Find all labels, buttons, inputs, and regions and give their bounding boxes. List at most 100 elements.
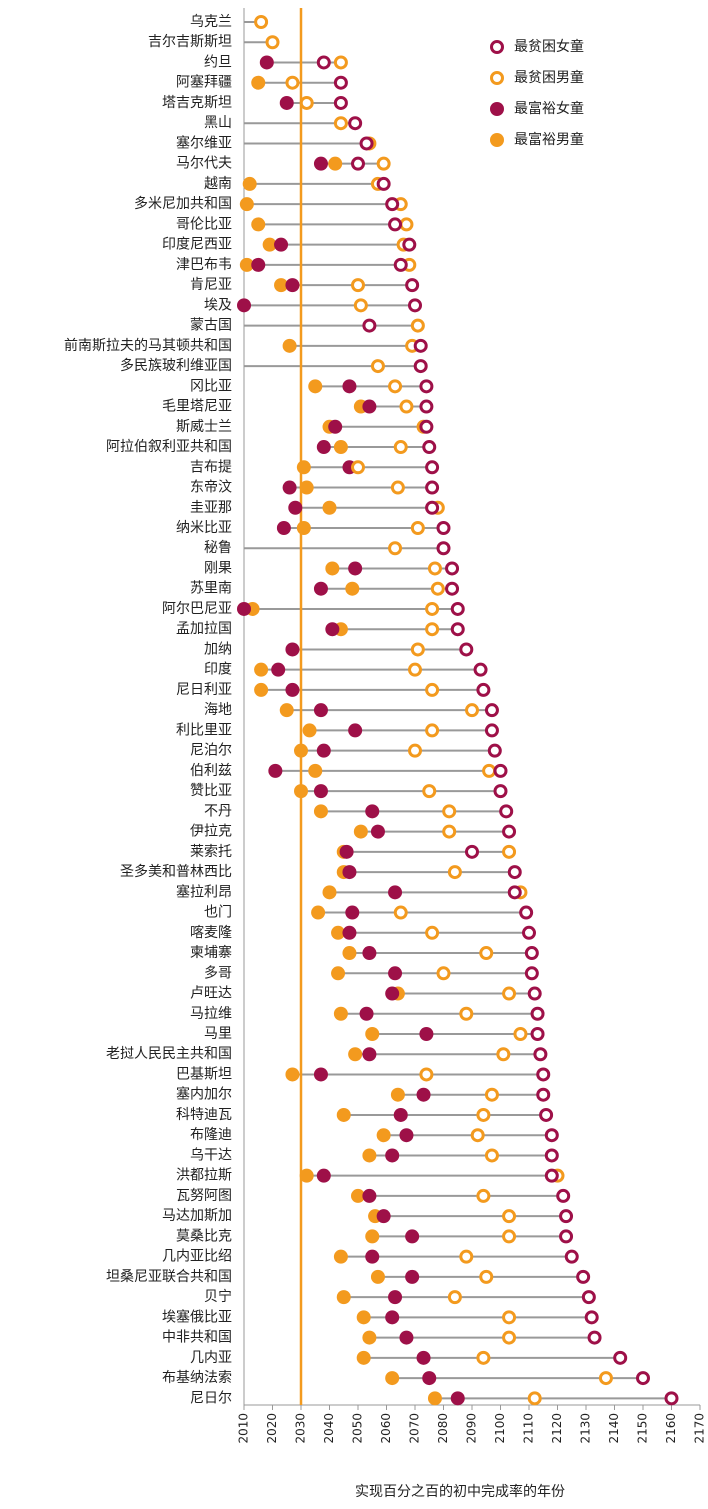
category-label: 孟加拉国 [176,621,232,637]
category-label: 加纳 [204,641,232,657]
dot [473,662,488,677]
category-label: 黑山 [204,115,232,131]
category-label: 科特迪瓦 [176,1107,232,1123]
category-label: 吉尔吉斯斯坦 [148,34,232,50]
dot [322,500,337,515]
dot [313,784,328,799]
dot [239,197,254,212]
dot [430,581,445,596]
dot [359,1006,374,1021]
dot [376,156,391,171]
dot [496,1047,511,1062]
dot [544,1148,559,1163]
dot [313,156,328,171]
category-label: 塞尔维亚 [176,134,232,151]
category-label: 纳米比亚 [176,520,232,536]
category-label: 莱索托 [190,843,232,860]
dot [410,318,425,333]
dot [279,95,294,110]
dot [419,419,434,434]
dot [393,440,408,455]
dot [370,1269,385,1284]
category-label: 塞拉利昂 [176,883,232,900]
dot [450,622,465,637]
dot [285,642,300,657]
dot [294,784,308,799]
dot [302,723,317,738]
dot [237,601,251,616]
category-label: 埃塞俄比亚 [162,1308,232,1325]
dot [237,298,251,313]
dot [251,257,266,272]
dot [442,824,457,839]
dot [405,278,420,293]
category-label: 东帝汶 [190,479,232,496]
category-label: 利比里亚 [176,722,232,738]
dot [288,500,303,515]
dot [285,75,300,90]
dot [259,55,274,70]
dot [342,379,357,394]
dot [459,1249,474,1264]
dot [294,743,308,758]
dot [342,925,357,940]
dot [333,440,348,455]
dot [559,1209,574,1224]
dot [408,662,422,677]
dot [613,1350,628,1365]
dot [325,622,340,637]
dot [313,1067,328,1082]
dot [365,1027,380,1041]
category-label: 秘鲁 [204,540,232,556]
x-tick-label: 2120 [550,1413,564,1444]
category-label: 刚果 [204,560,232,576]
dot [393,1107,408,1122]
category-label: 巴基斯坦 [176,1065,232,1082]
legend-marker [490,102,504,116]
dot [285,682,300,697]
dot [399,1128,414,1143]
dot [484,723,499,738]
dot [576,1269,591,1284]
dot [331,966,346,981]
dot [524,966,539,981]
dot [493,784,508,799]
dot [522,925,536,940]
dot [484,703,499,718]
legend-marker [490,133,504,147]
dot [362,1047,377,1062]
dot [285,278,300,293]
dot [581,1290,596,1305]
dot [410,521,425,535]
dot [450,1391,465,1406]
category-label: 几内亚 [190,1350,232,1366]
dot [313,703,328,718]
dot [476,1188,491,1203]
dot [447,1290,462,1305]
dot [388,966,403,981]
dot [405,1229,420,1244]
dot [479,946,494,961]
dot [416,1087,431,1102]
x-tick-label: 2170 [693,1413,707,1444]
category-label: 印度 [204,662,232,678]
category-label: 阿塞拜疆 [176,74,232,91]
legend-label: 最贫困女童 [514,38,584,55]
category-label: 前南斯拉夫的马其顿共和国 [64,337,232,354]
dot [313,804,328,819]
dot [385,197,400,212]
dot [502,844,517,859]
x-tick-label: 2050 [351,1413,365,1444]
dot [251,75,266,90]
dot [405,1269,420,1284]
dot [376,1128,391,1143]
x-tick-label: 2160 [664,1413,678,1444]
dot [328,419,343,434]
dot [316,1168,331,1183]
x-tick-label: 2070 [408,1413,422,1444]
dot [524,946,539,961]
dot [507,885,522,900]
dot [598,1371,613,1386]
dot [370,824,385,839]
